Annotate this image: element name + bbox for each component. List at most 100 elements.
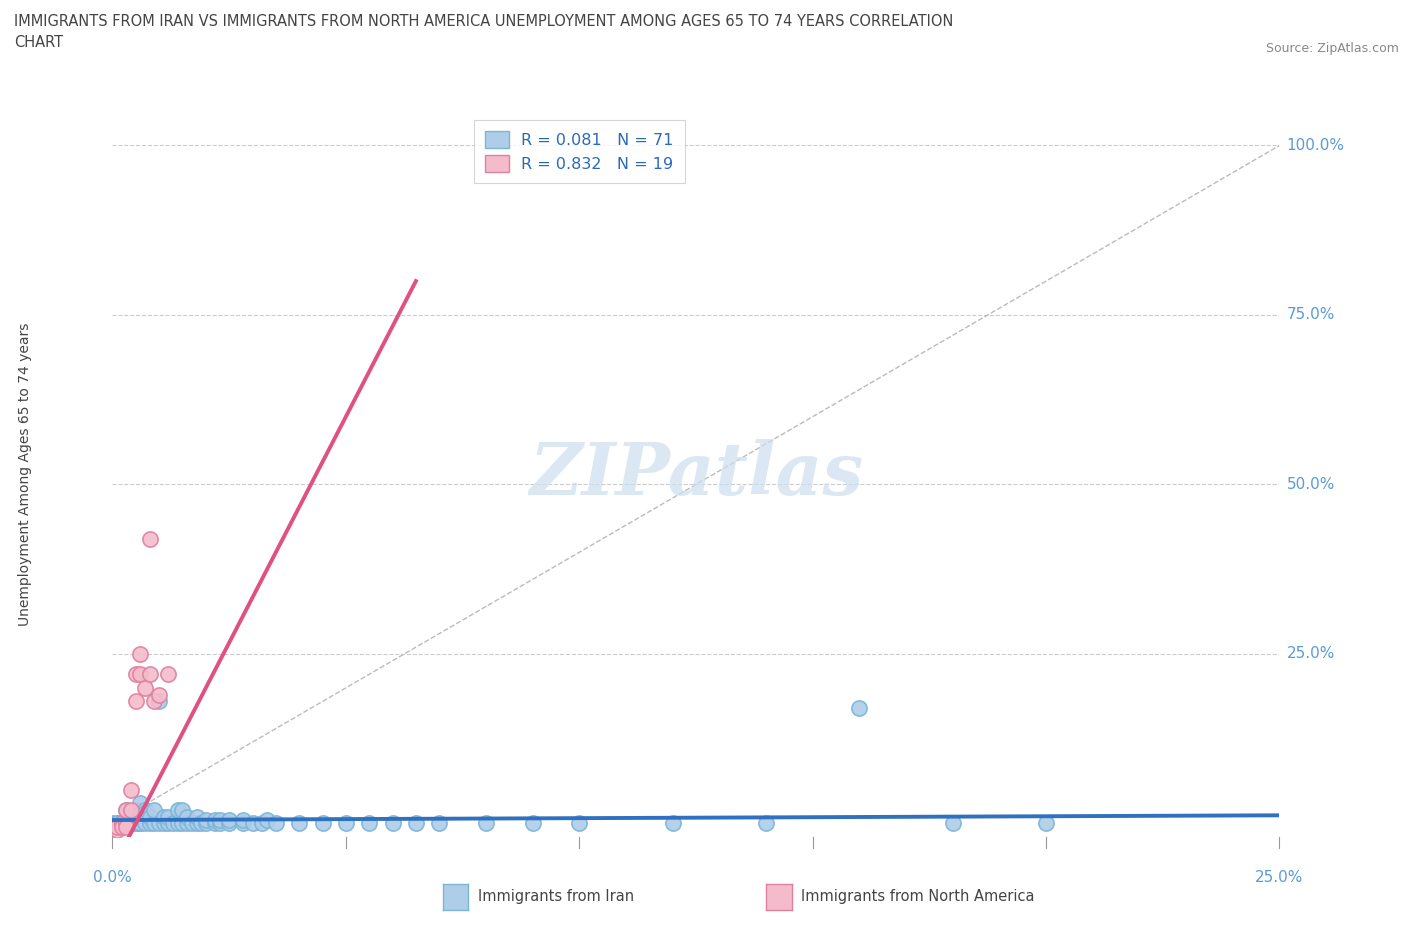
Point <box>105 816 128 830</box>
Point <box>250 816 273 830</box>
Point <box>157 816 180 830</box>
Point <box>111 816 134 830</box>
Point <box>111 816 134 830</box>
Point <box>848 700 870 715</box>
Text: 75.0%: 75.0% <box>1286 308 1334 323</box>
Point <box>129 816 152 830</box>
Text: 25.0%: 25.0% <box>1286 646 1334 661</box>
Point <box>125 694 148 709</box>
Point <box>359 816 381 830</box>
Point <box>162 816 184 830</box>
Point <box>942 816 965 830</box>
Point <box>105 819 128 834</box>
Point <box>120 816 142 830</box>
Point <box>157 667 180 682</box>
Point <box>218 813 240 828</box>
Text: Immigrants from Iran: Immigrants from Iran <box>478 889 634 904</box>
Point <box>405 816 427 830</box>
Point <box>115 816 138 830</box>
Point <box>194 813 217 828</box>
Point <box>143 694 166 709</box>
Point <box>755 816 778 830</box>
Point <box>475 816 498 830</box>
Point <box>172 803 194 817</box>
Point <box>186 809 208 824</box>
Text: IMMIGRANTS FROM IRAN VS IMMIGRANTS FROM NORTH AMERICA UNEMPLOYMENT AMONG AGES 65: IMMIGRANTS FROM IRAN VS IMMIGRANTS FROM … <box>14 14 953 29</box>
Point <box>120 782 142 797</box>
Point <box>157 809 180 824</box>
Point <box>311 816 333 830</box>
Point <box>568 816 591 830</box>
Point <box>522 816 544 830</box>
Point <box>143 803 166 817</box>
Point <box>105 823 128 838</box>
Point <box>232 813 254 828</box>
Point <box>176 809 198 824</box>
Point <box>139 667 162 682</box>
Point <box>186 816 208 830</box>
Point <box>232 816 254 830</box>
Point <box>115 819 138 834</box>
Point <box>166 816 188 830</box>
Point <box>153 809 176 824</box>
Point <box>139 816 162 830</box>
Text: Immigrants from North America: Immigrants from North America <box>801 889 1035 904</box>
Point <box>1035 816 1057 830</box>
Point <box>129 816 152 830</box>
Point <box>172 816 194 830</box>
Point <box>194 816 217 830</box>
Point <box>125 816 148 830</box>
Point <box>134 681 156 696</box>
Legend: R = 0.081   N = 71, R = 0.832   N = 19: R = 0.081 N = 71, R = 0.832 N = 19 <box>474 120 685 183</box>
Point <box>125 816 148 830</box>
Text: Source: ZipAtlas.com: Source: ZipAtlas.com <box>1265 42 1399 55</box>
Point <box>381 816 404 830</box>
Text: ZIPatlas: ZIPatlas <box>529 439 863 510</box>
Point <box>218 816 240 830</box>
Point <box>120 805 142 820</box>
Point <box>335 816 357 830</box>
Text: 0.0%: 0.0% <box>93 870 132 884</box>
Point <box>148 816 170 830</box>
Point <box>115 816 138 830</box>
Point <box>115 803 138 817</box>
Point <box>148 687 170 702</box>
Point <box>208 813 231 828</box>
Point <box>105 816 128 830</box>
Point <box>190 816 212 830</box>
Point <box>204 816 226 830</box>
Text: 25.0%: 25.0% <box>1256 870 1303 884</box>
Point <box>129 667 152 682</box>
Point <box>111 819 134 834</box>
Point <box>180 816 202 830</box>
Point <box>115 816 138 830</box>
Point <box>120 816 142 830</box>
Point <box>120 803 142 817</box>
Point <box>166 803 188 817</box>
Point <box>111 816 134 830</box>
Point <box>153 816 176 830</box>
Text: 100.0%: 100.0% <box>1286 138 1344 153</box>
Point <box>143 816 166 830</box>
Point <box>129 796 152 811</box>
Point <box>242 816 264 830</box>
Text: Unemployment Among Ages 65 to 74 years: Unemployment Among Ages 65 to 74 years <box>18 323 32 626</box>
Point <box>125 803 148 817</box>
Point <box>111 816 134 830</box>
Point <box>134 805 156 820</box>
Point <box>139 531 162 546</box>
Point <box>288 816 311 830</box>
Point <box>129 646 152 661</box>
Point <box>661 816 683 830</box>
Point <box>139 809 162 824</box>
Point <box>134 803 156 817</box>
Point <box>264 816 287 830</box>
Point <box>115 803 138 817</box>
Text: 50.0%: 50.0% <box>1286 477 1334 492</box>
Point <box>256 813 278 828</box>
Point <box>204 813 226 828</box>
Text: CHART: CHART <box>14 35 63 50</box>
Point <box>148 694 170 709</box>
Point <box>208 816 231 830</box>
Point <box>427 816 450 830</box>
